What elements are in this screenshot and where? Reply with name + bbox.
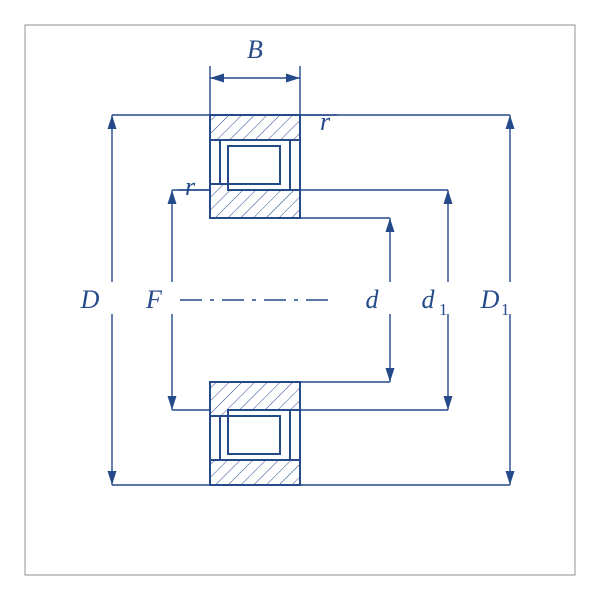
svg-text:D: D <box>80 285 100 314</box>
svg-text:F: F <box>145 285 163 314</box>
svg-text:1: 1 <box>439 300 448 319</box>
svg-text:B: B <box>247 35 263 64</box>
svg-text:d: d <box>366 285 380 314</box>
svg-text:D: D <box>480 285 500 314</box>
svg-text:r: r <box>185 172 196 201</box>
svg-text:1: 1 <box>501 300 510 319</box>
svg-text:d: d <box>422 285 436 314</box>
svg-text:r: r <box>320 107 331 136</box>
